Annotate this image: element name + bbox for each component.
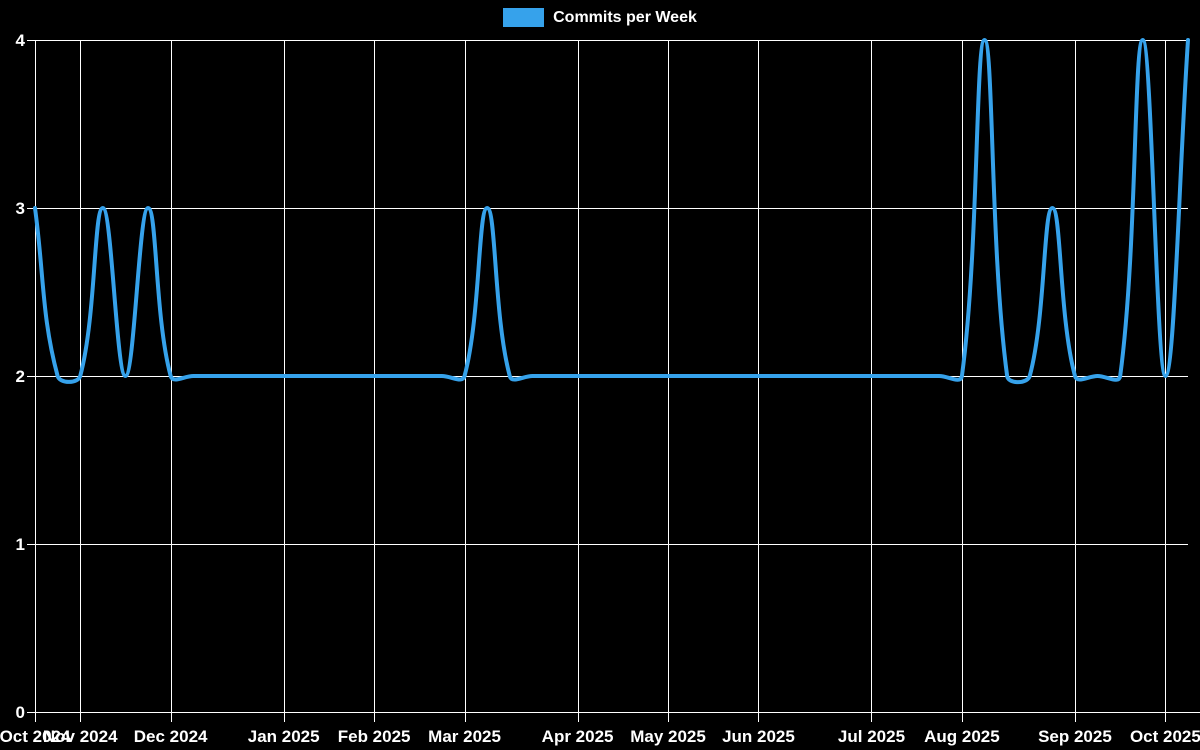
x-tick-label: Feb 2025 xyxy=(338,727,411,746)
chart-legend[interactable]: Commits per Week xyxy=(0,8,1200,27)
y-tick-label: 2 xyxy=(16,367,25,386)
y-tick-label: 4 xyxy=(16,31,26,50)
x-tick-label: Sep 2025 xyxy=(1038,727,1112,746)
x-tick-label: Oct 2024 xyxy=(0,727,71,746)
x-tick-label: Aug 2025 xyxy=(924,727,1000,746)
x-tick-label: May 2025 xyxy=(630,727,706,746)
x-tick-label: Jan 2025 xyxy=(248,727,320,746)
commits-series-line[interactable] xyxy=(33,38,1190,385)
x-tick-label: Apr 2025 xyxy=(542,727,614,746)
legend-swatch-icon xyxy=(503,8,545,27)
y-tick-label: 3 xyxy=(16,199,25,218)
x-tick-label: Jun 2025 xyxy=(722,727,795,746)
x-tick-label: Nov 2024 xyxy=(43,727,118,746)
legend-label: Commits per Week xyxy=(553,9,697,26)
x-tick-label: Oct 2025 xyxy=(1130,727,1200,746)
x-tick-label: Mar 2025 xyxy=(428,727,501,746)
x-tick-label: Jul 2025 xyxy=(838,727,905,746)
x-tick-label: Dec 2024 xyxy=(134,727,208,746)
y-tick-label: 1 xyxy=(16,535,25,554)
y-tick-label: 0 xyxy=(16,703,25,722)
